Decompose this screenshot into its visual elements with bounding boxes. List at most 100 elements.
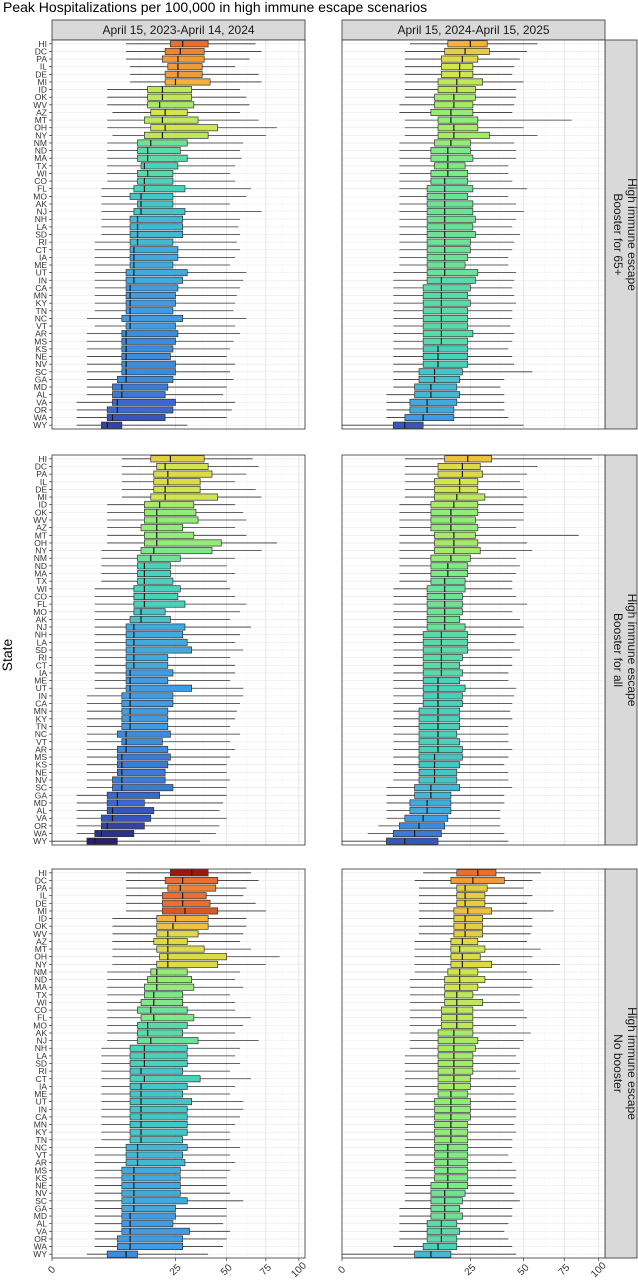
- box-MT: [437, 116, 479, 124]
- box-ND: [444, 976, 486, 984]
- box-MS: [116, 753, 171, 761]
- box-MA: [137, 154, 188, 162]
- box-MN: [129, 1121, 188, 1128]
- box-IN: [422, 692, 463, 700]
- box-PA: [162, 55, 205, 63]
- state-label: CO: [34, 1005, 47, 1015]
- box-ND: [430, 562, 469, 570]
- box-MS: [418, 753, 463, 761]
- box-SC: [121, 1197, 188, 1205]
- box-LA: [125, 638, 188, 646]
- box-MA: [144, 983, 195, 991]
- box-IA: [125, 669, 174, 677]
- x-tick-label: 0: [336, 1264, 348, 1276]
- state-label: MD: [34, 382, 47, 392]
- box-WI: [137, 170, 174, 177]
- box-DC: [450, 876, 505, 884]
- box-ID: [156, 915, 209, 923]
- box-TX: [144, 991, 183, 999]
- box-CA: [121, 700, 174, 708]
- state-label: UT: [36, 683, 47, 693]
- box-DC: [156, 462, 209, 470]
- box-LA: [426, 223, 474, 231]
- box-KS: [121, 345, 174, 353]
- box-OK: [147, 93, 193, 101]
- box-CA: [434, 1113, 471, 1121]
- state-label: NJ: [37, 622, 47, 632]
- box-MO: [129, 192, 174, 200]
- box-VT: [418, 738, 460, 746]
- box-SC: [121, 368, 176, 376]
- box-IN: [121, 692, 174, 700]
- box-CO: [137, 177, 174, 185]
- box-KY: [422, 299, 471, 307]
- state-label: ND: [35, 146, 47, 156]
- box-MO: [426, 192, 469, 200]
- state-label: AZ: [36, 523, 47, 533]
- box-WA: [392, 830, 442, 838]
- state-label: WA: [34, 1242, 48, 1252]
- state-label: OK: [35, 92, 48, 102]
- row-strip: [604, 39, 638, 430]
- box-HI: [447, 40, 488, 48]
- state-label: WI: [37, 584, 47, 594]
- box-RI: [125, 654, 169, 662]
- box-IN: [125, 276, 183, 284]
- box-NY: [434, 547, 481, 555]
- state-label: VA: [36, 397, 47, 407]
- box-OH: [434, 539, 479, 547]
- box-IL: [456, 892, 486, 900]
- box-MD: [121, 1212, 176, 1220]
- state-label: WY: [33, 1249, 47, 1259]
- state-label: MT: [35, 944, 47, 954]
- box-IL: [162, 892, 207, 900]
- state-label: ND: [35, 975, 47, 985]
- box-WA: [116, 1243, 183, 1251]
- state-label: VA: [36, 813, 47, 823]
- box-DE: [441, 70, 474, 78]
- row-strip-label: No booster: [611, 1034, 625, 1093]
- box-NE: [422, 353, 469, 361]
- box-SD: [422, 646, 469, 654]
- state-label: WV: [33, 515, 47, 525]
- box-NH: [437, 1044, 476, 1052]
- state-label: NH: [35, 214, 47, 224]
- state-label: ME: [34, 676, 47, 686]
- x-tick-label: 50: [219, 1262, 235, 1278]
- box-OH: [450, 953, 481, 961]
- state-label: HI: [39, 39, 48, 49]
- state-label: NY: [35, 546, 47, 556]
- state-label: LA: [37, 637, 48, 647]
- box-NC: [116, 730, 171, 738]
- box-NJ: [426, 623, 466, 631]
- state-label: DE: [35, 898, 47, 908]
- box-WV: [144, 516, 199, 524]
- box-AL: [409, 807, 452, 815]
- box-NJ: [125, 623, 186, 631]
- box-ME: [129, 1090, 183, 1098]
- box-OK: [434, 93, 476, 101]
- box-MT: [450, 945, 486, 953]
- state-label: AL: [37, 390, 48, 400]
- state-label: ME: [34, 1089, 47, 1099]
- box-CT: [426, 246, 471, 254]
- box-MD: [430, 1212, 463, 1220]
- box-KY: [129, 1128, 188, 1136]
- box-ME: [129, 261, 174, 269]
- box-CO: [430, 177, 469, 185]
- state-label: DE: [35, 484, 47, 494]
- state-label: CT: [36, 660, 47, 670]
- box-DE: [164, 70, 203, 78]
- state-label: TN: [36, 306, 47, 316]
- box-AK: [137, 1029, 183, 1037]
- box-MT: [144, 116, 199, 124]
- state-label: AK: [36, 614, 48, 624]
- box-MN: [422, 292, 469, 299]
- box-WY: [106, 1250, 138, 1258]
- state-label: MI: [38, 77, 47, 87]
- box-DC: [164, 876, 218, 884]
- state-label: OH: [34, 538, 47, 548]
- box-MI: [164, 78, 211, 86]
- state-label: NH: [35, 630, 47, 640]
